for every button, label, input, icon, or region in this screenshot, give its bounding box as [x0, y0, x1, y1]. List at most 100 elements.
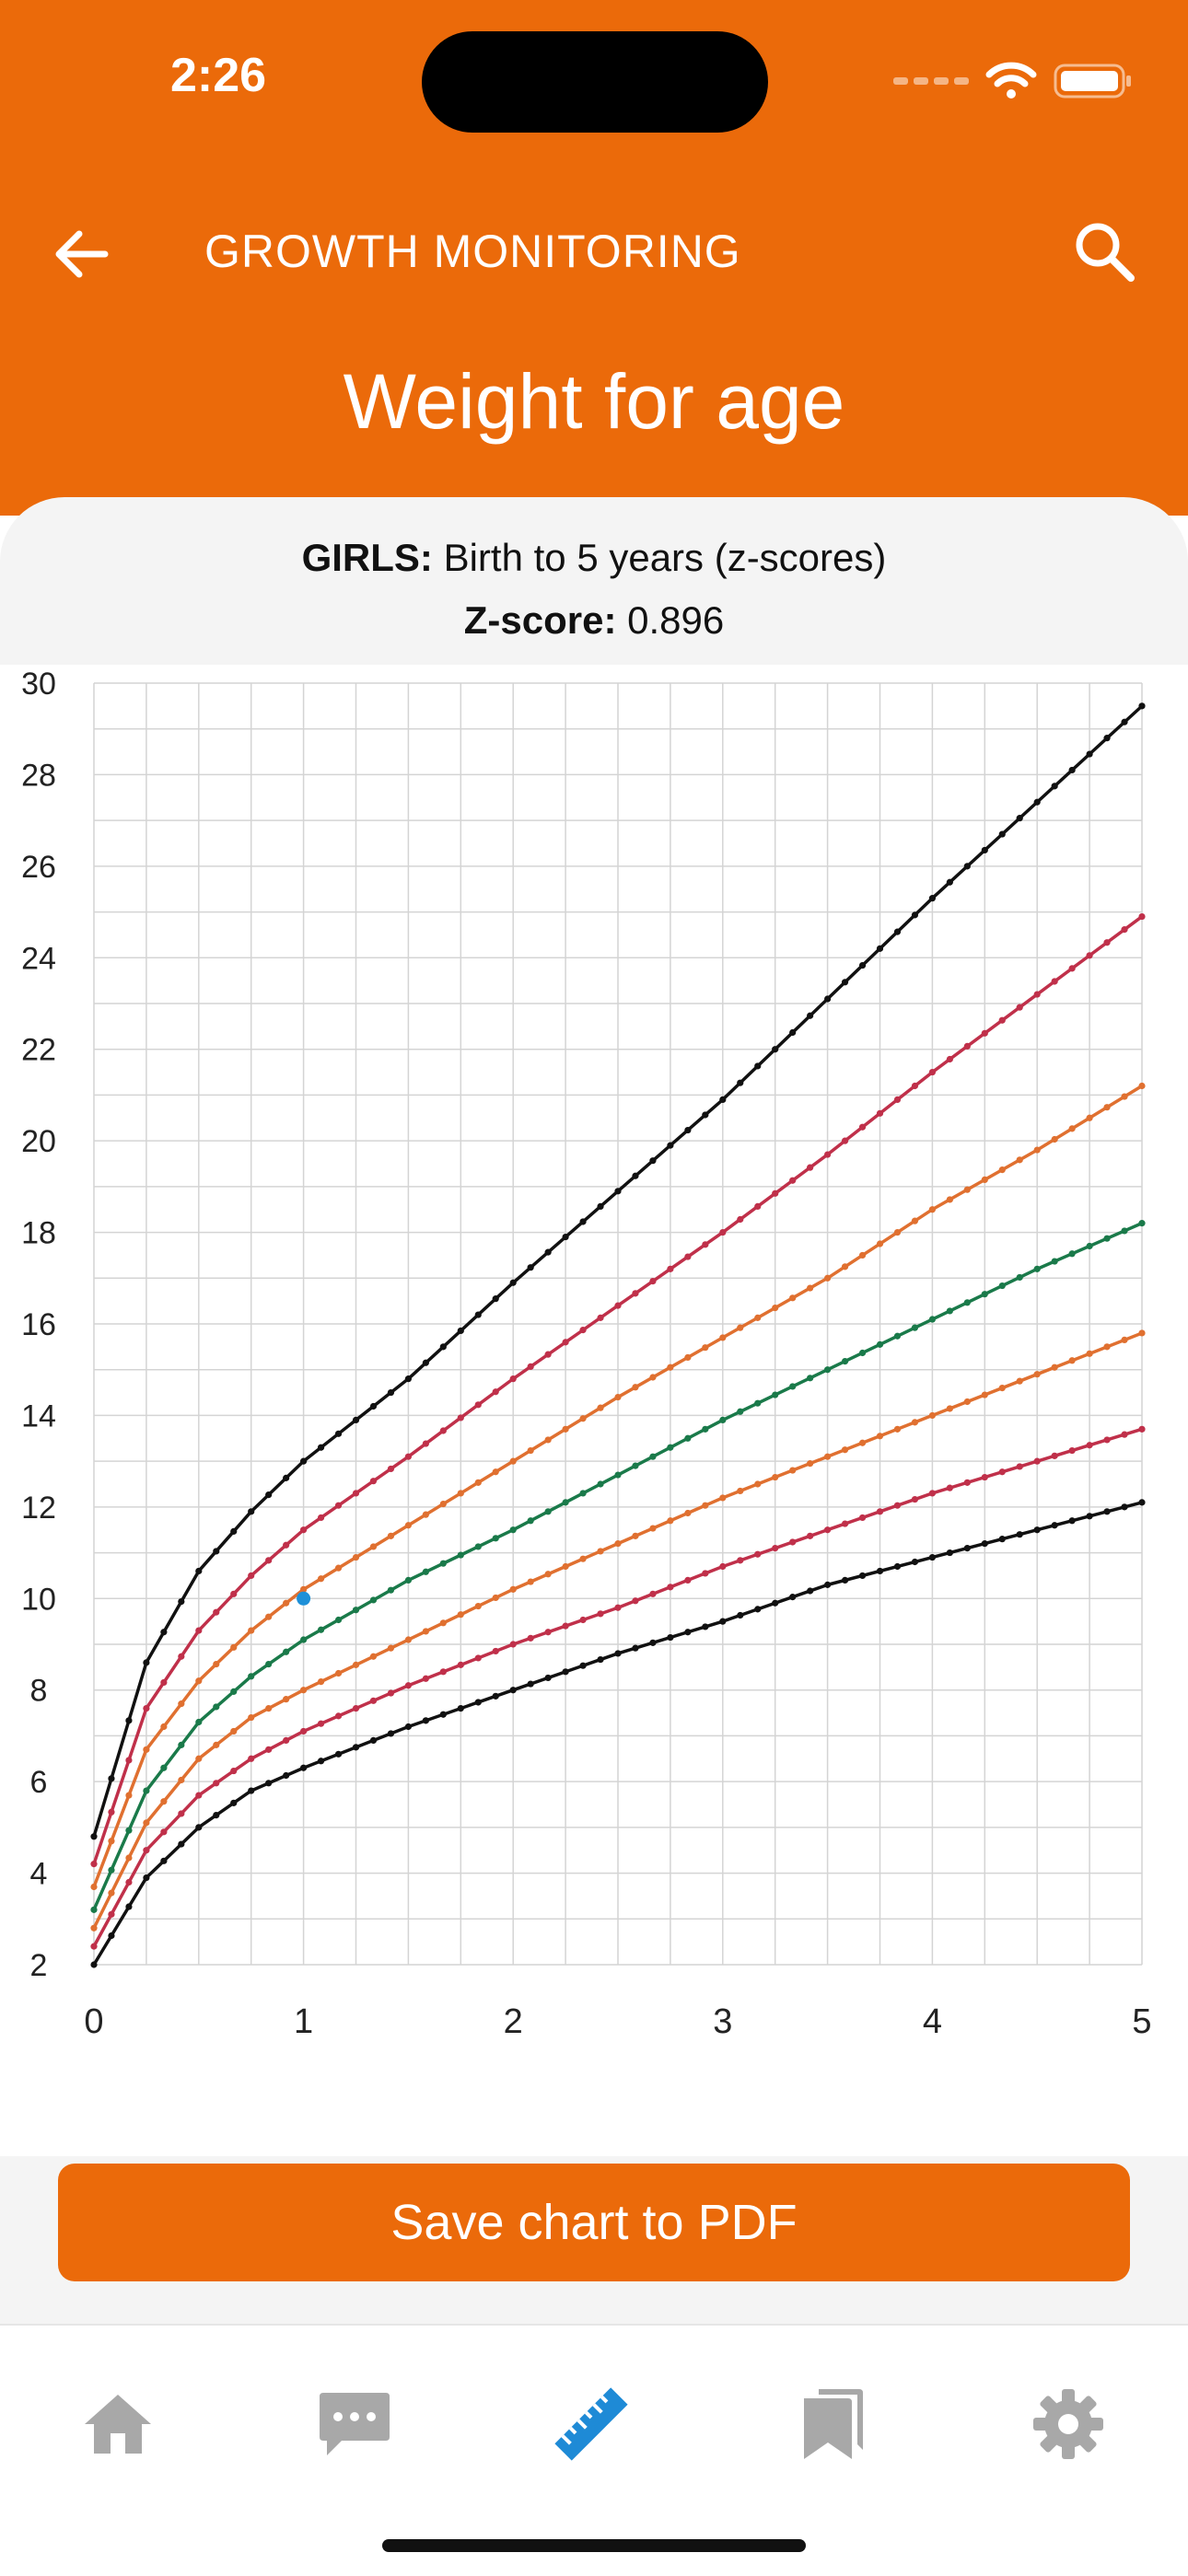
tab-measure[interactable]	[541, 2373, 642, 2475]
series-point	[457, 1661, 464, 1668]
series-point	[1138, 1082, 1146, 1090]
series-point	[283, 1648, 290, 1655]
series-point	[108, 1910, 115, 1918]
series-point	[649, 1157, 657, 1165]
series-point	[562, 1622, 569, 1630]
x-tick-label: 3	[713, 2002, 732, 2041]
series-point	[737, 1408, 744, 1415]
series-point	[1103, 1436, 1111, 1444]
search-icon	[1076, 223, 1135, 282]
tab-messages[interactable]	[304, 2373, 405, 2475]
series-point	[998, 1468, 1006, 1476]
series-point	[579, 1490, 587, 1497]
series-point	[737, 1215, 744, 1224]
series-point	[492, 1535, 499, 1542]
group-line: GIRLS: Birth to 5 years (z-scores)	[0, 527, 1188, 589]
series-point	[579, 1555, 587, 1562]
series-point	[1138, 912, 1146, 921]
series-point	[754, 1314, 762, 1321]
series-point	[369, 1697, 378, 1704]
series-point	[807, 1587, 814, 1595]
series-point	[667, 1584, 674, 1591]
series-point	[946, 878, 953, 886]
series-point	[876, 1508, 884, 1515]
series-point	[422, 1440, 429, 1447]
series-point	[492, 1594, 499, 1602]
series-point	[1051, 1452, 1058, 1459]
series-point	[946, 1484, 953, 1491]
series-point	[1033, 1146, 1041, 1154]
series-point	[492, 1647, 499, 1655]
series-point	[474, 1311, 482, 1318]
series-point	[195, 1677, 203, 1685]
series-point	[352, 1490, 360, 1497]
series-point	[824, 1453, 832, 1460]
series-point	[334, 1430, 343, 1437]
series-point	[230, 1799, 238, 1806]
series-point	[667, 1517, 674, 1525]
series-point	[1138, 1425, 1146, 1433]
series-point	[1016, 1531, 1023, 1538]
back-button[interactable]	[44, 215, 122, 293]
series-point	[317, 1720, 325, 1727]
series-point	[527, 1363, 534, 1370]
save-pdf-button[interactable]: Save chart to PDF	[58, 2164, 1130, 2281]
series-point	[509, 1279, 517, 1286]
series-point	[527, 1264, 534, 1271]
series-point	[632, 1597, 639, 1605]
series-point	[283, 1541, 290, 1549]
page-title: Weight for age	[343, 358, 845, 445]
y-tick-label: 22	[21, 1033, 56, 1068]
series-point	[125, 1717, 133, 1724]
series-point	[702, 1502, 709, 1509]
series-point	[667, 1633, 674, 1642]
zscore-value: 0.896	[616, 598, 725, 642]
series-point	[317, 1758, 325, 1765]
series-point	[213, 1608, 220, 1616]
tab-library[interactable]	[781, 2373, 882, 2475]
series-point	[404, 1375, 412, 1383]
series-point	[160, 1764, 168, 1771]
series-point	[614, 1650, 622, 1657]
series-point	[1086, 750, 1093, 758]
series-point	[981, 1029, 988, 1037]
series-point	[1033, 1457, 1041, 1465]
series-point	[632, 1384, 639, 1391]
series-point	[125, 1827, 133, 1834]
series-point	[772, 1473, 779, 1481]
y-tick-label: 14	[21, 1398, 56, 1433]
series-point	[300, 1457, 308, 1465]
series-point	[387, 1730, 395, 1737]
series-point	[928, 1553, 937, 1561]
series-point	[998, 1016, 1006, 1024]
series-point	[492, 1692, 499, 1700]
series-point	[911, 1495, 919, 1503]
series-point	[963, 1042, 971, 1050]
tab-settings[interactable]	[1018, 2373, 1119, 2475]
zscore-label: Z-score:	[463, 598, 617, 642]
y-tick-label: 12	[21, 1491, 56, 1526]
series-point	[772, 1599, 779, 1607]
series-point	[195, 1627, 203, 1634]
series-point	[807, 1012, 814, 1019]
series-point	[963, 1545, 971, 1552]
growth-chart[interactable]: 2 4 6 8 10 12 14 16 18 20 22 24 26 28 30 0 1 2 3 4 5	[0, 665, 1188, 2156]
series-point	[1086, 1442, 1093, 1449]
series-point	[492, 1388, 499, 1396]
series-point	[544, 1571, 552, 1578]
series-point	[772, 1046, 779, 1053]
series-point	[509, 1585, 517, 1593]
series-point	[858, 1439, 867, 1446]
series-point	[1103, 735, 1111, 742]
series-point	[1016, 1273, 1023, 1282]
series-point	[789, 1538, 797, 1546]
series-point	[352, 1744, 360, 1751]
series-point	[719, 1334, 727, 1341]
series-point	[876, 1109, 884, 1117]
series-point	[579, 1616, 587, 1624]
tab-home[interactable]	[67, 2373, 169, 2475]
search-button[interactable]	[1066, 214, 1144, 291]
series-point	[369, 1543, 378, 1550]
series-point	[1121, 1093, 1128, 1100]
